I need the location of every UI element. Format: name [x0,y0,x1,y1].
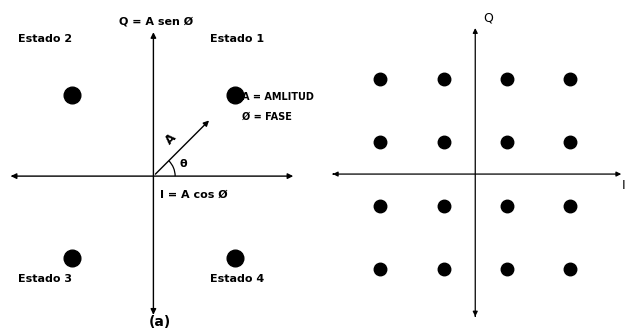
Text: (a): (a) [149,315,172,329]
Text: I: I [622,179,626,192]
Text: Estado 4: Estado 4 [211,274,265,284]
Text: θ: θ [179,159,187,169]
Text: A = AMLITUD: A = AMLITUD [242,92,314,102]
Text: Ø = FASE: Ø = FASE [242,111,292,122]
Text: Estado 1: Estado 1 [211,34,264,43]
Text: Estado 3: Estado 3 [17,274,72,284]
Text: Q: Q [483,12,493,25]
Text: Q = A sen Ø: Q = A sen Ø [119,17,193,27]
Text: I = A cos Ø: I = A cos Ø [161,190,228,200]
Text: A: A [163,131,179,147]
Text: Estado 2: Estado 2 [17,34,72,43]
